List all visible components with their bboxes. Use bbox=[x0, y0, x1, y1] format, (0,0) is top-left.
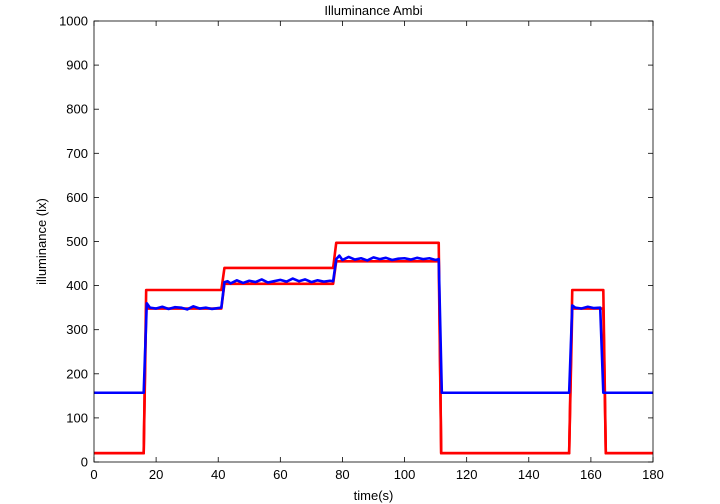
x-tick-label: 40 bbox=[211, 467, 225, 482]
y-tick-label: 400 bbox=[66, 278, 88, 293]
y-tick-label: 0 bbox=[81, 455, 88, 470]
y-tick-label: 700 bbox=[66, 146, 88, 161]
series-layer bbox=[94, 241, 653, 455]
y-tick-label: 1000 bbox=[59, 14, 88, 29]
x-tick-label: 100 bbox=[394, 467, 416, 482]
y-tick-label: 500 bbox=[66, 234, 88, 249]
chart-title: Illuminance Ambi bbox=[324, 3, 422, 18]
x-tick-label: 180 bbox=[642, 467, 664, 482]
x-tick-label: 160 bbox=[580, 467, 602, 482]
tick-layer: 0 20 40 60 80 100 120 140 160 180 0 100 200 300 400 500… bbox=[59, 14, 664, 483]
x-axis-label: time(s) bbox=[354, 488, 394, 503]
y-tick-label: 600 bbox=[66, 190, 88, 205]
y-tick-label: 200 bbox=[66, 366, 88, 381]
y-tick-label: 300 bbox=[66, 322, 88, 337]
x-tick-label: 80 bbox=[335, 467, 349, 482]
x-tick-label: 140 bbox=[518, 467, 540, 482]
x-tick-label: 20 bbox=[149, 467, 163, 482]
y-tick-label: 100 bbox=[66, 410, 88, 425]
x-tick-label: 120 bbox=[456, 467, 478, 482]
series-line-3 bbox=[94, 254, 653, 395]
y-tick-label: 900 bbox=[66, 58, 88, 73]
series-line-1 bbox=[94, 241, 653, 455]
plot-area bbox=[94, 21, 653, 462]
y-axis-label: illuminance (lx) bbox=[34, 198, 49, 285]
x-tick-label: 0 bbox=[90, 467, 97, 482]
y-tick-label: 800 bbox=[66, 102, 88, 117]
x-tick-label: 60 bbox=[273, 467, 287, 482]
